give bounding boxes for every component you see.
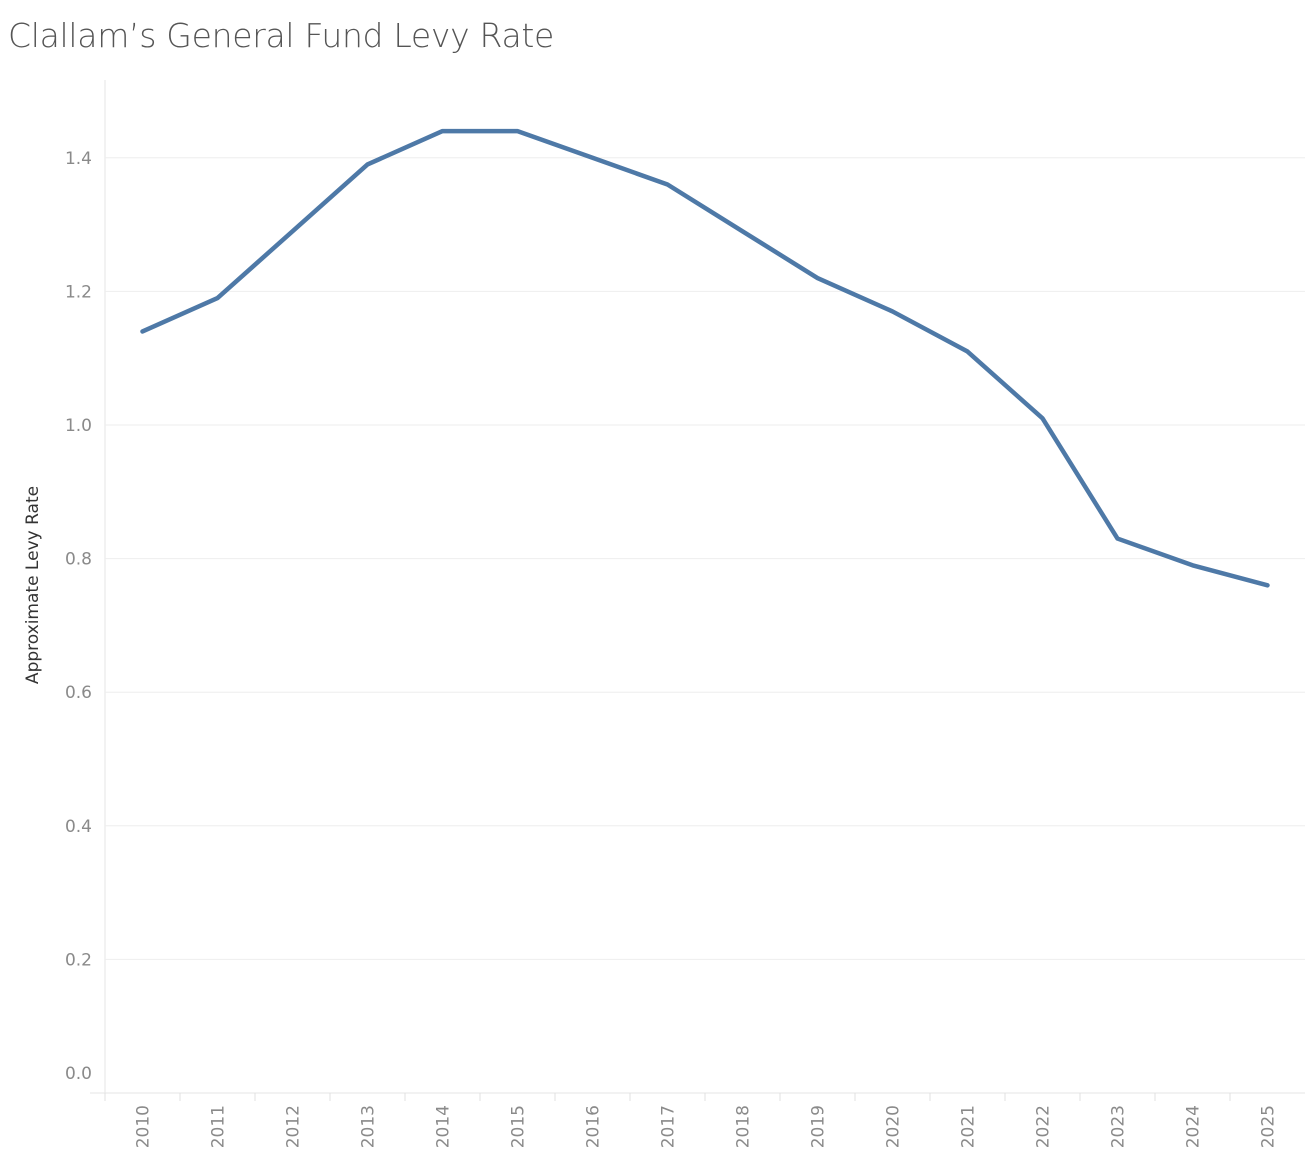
x-tick-label: 2024 [1184, 1105, 1204, 1148]
y-tick-label: 0.2 [65, 950, 92, 970]
series-line [140, 128, 1270, 588]
y-tick-label: 0.6 [65, 683, 92, 703]
x-tick-label: 2021 [959, 1105, 979, 1148]
y-tick-label: 0.8 [65, 550, 92, 570]
x-tick-label: 2010 [134, 1105, 154, 1148]
x-tick-label: 2017 [659, 1105, 679, 1148]
y-tick-label: 1.4 [65, 149, 92, 169]
x-tick-label: 2013 [359, 1105, 379, 1148]
x-tick-label: 2018 [734, 1105, 754, 1148]
x-tick-label: 2019 [809, 1105, 829, 1148]
y-tick-label: 1.2 [65, 282, 92, 302]
x-tick-label: 2011 [209, 1105, 229, 1148]
x-tick-label: 2025 [1259, 1105, 1279, 1148]
x-tick-label: 2020 [884, 1105, 904, 1148]
chart-title: Clallam’s General Fund Levy Rate [8, 16, 555, 55]
x-tick-label: 2012 [284, 1105, 304, 1148]
x-tick-label: 2023 [1109, 1105, 1129, 1148]
y-axis-label: Approximate Levy Rate [23, 486, 43, 684]
y-tick-label: 1.0 [65, 416, 92, 436]
x-tick-label: 2015 [509, 1105, 529, 1148]
y-tick-label: 0.0 [65, 1064, 92, 1084]
x-tick-label: 2022 [1034, 1105, 1054, 1148]
x-tick-label: 2014 [434, 1105, 454, 1148]
y-tick-label: 0.4 [65, 817, 92, 837]
x-tick-label: 2016 [584, 1105, 604, 1148]
